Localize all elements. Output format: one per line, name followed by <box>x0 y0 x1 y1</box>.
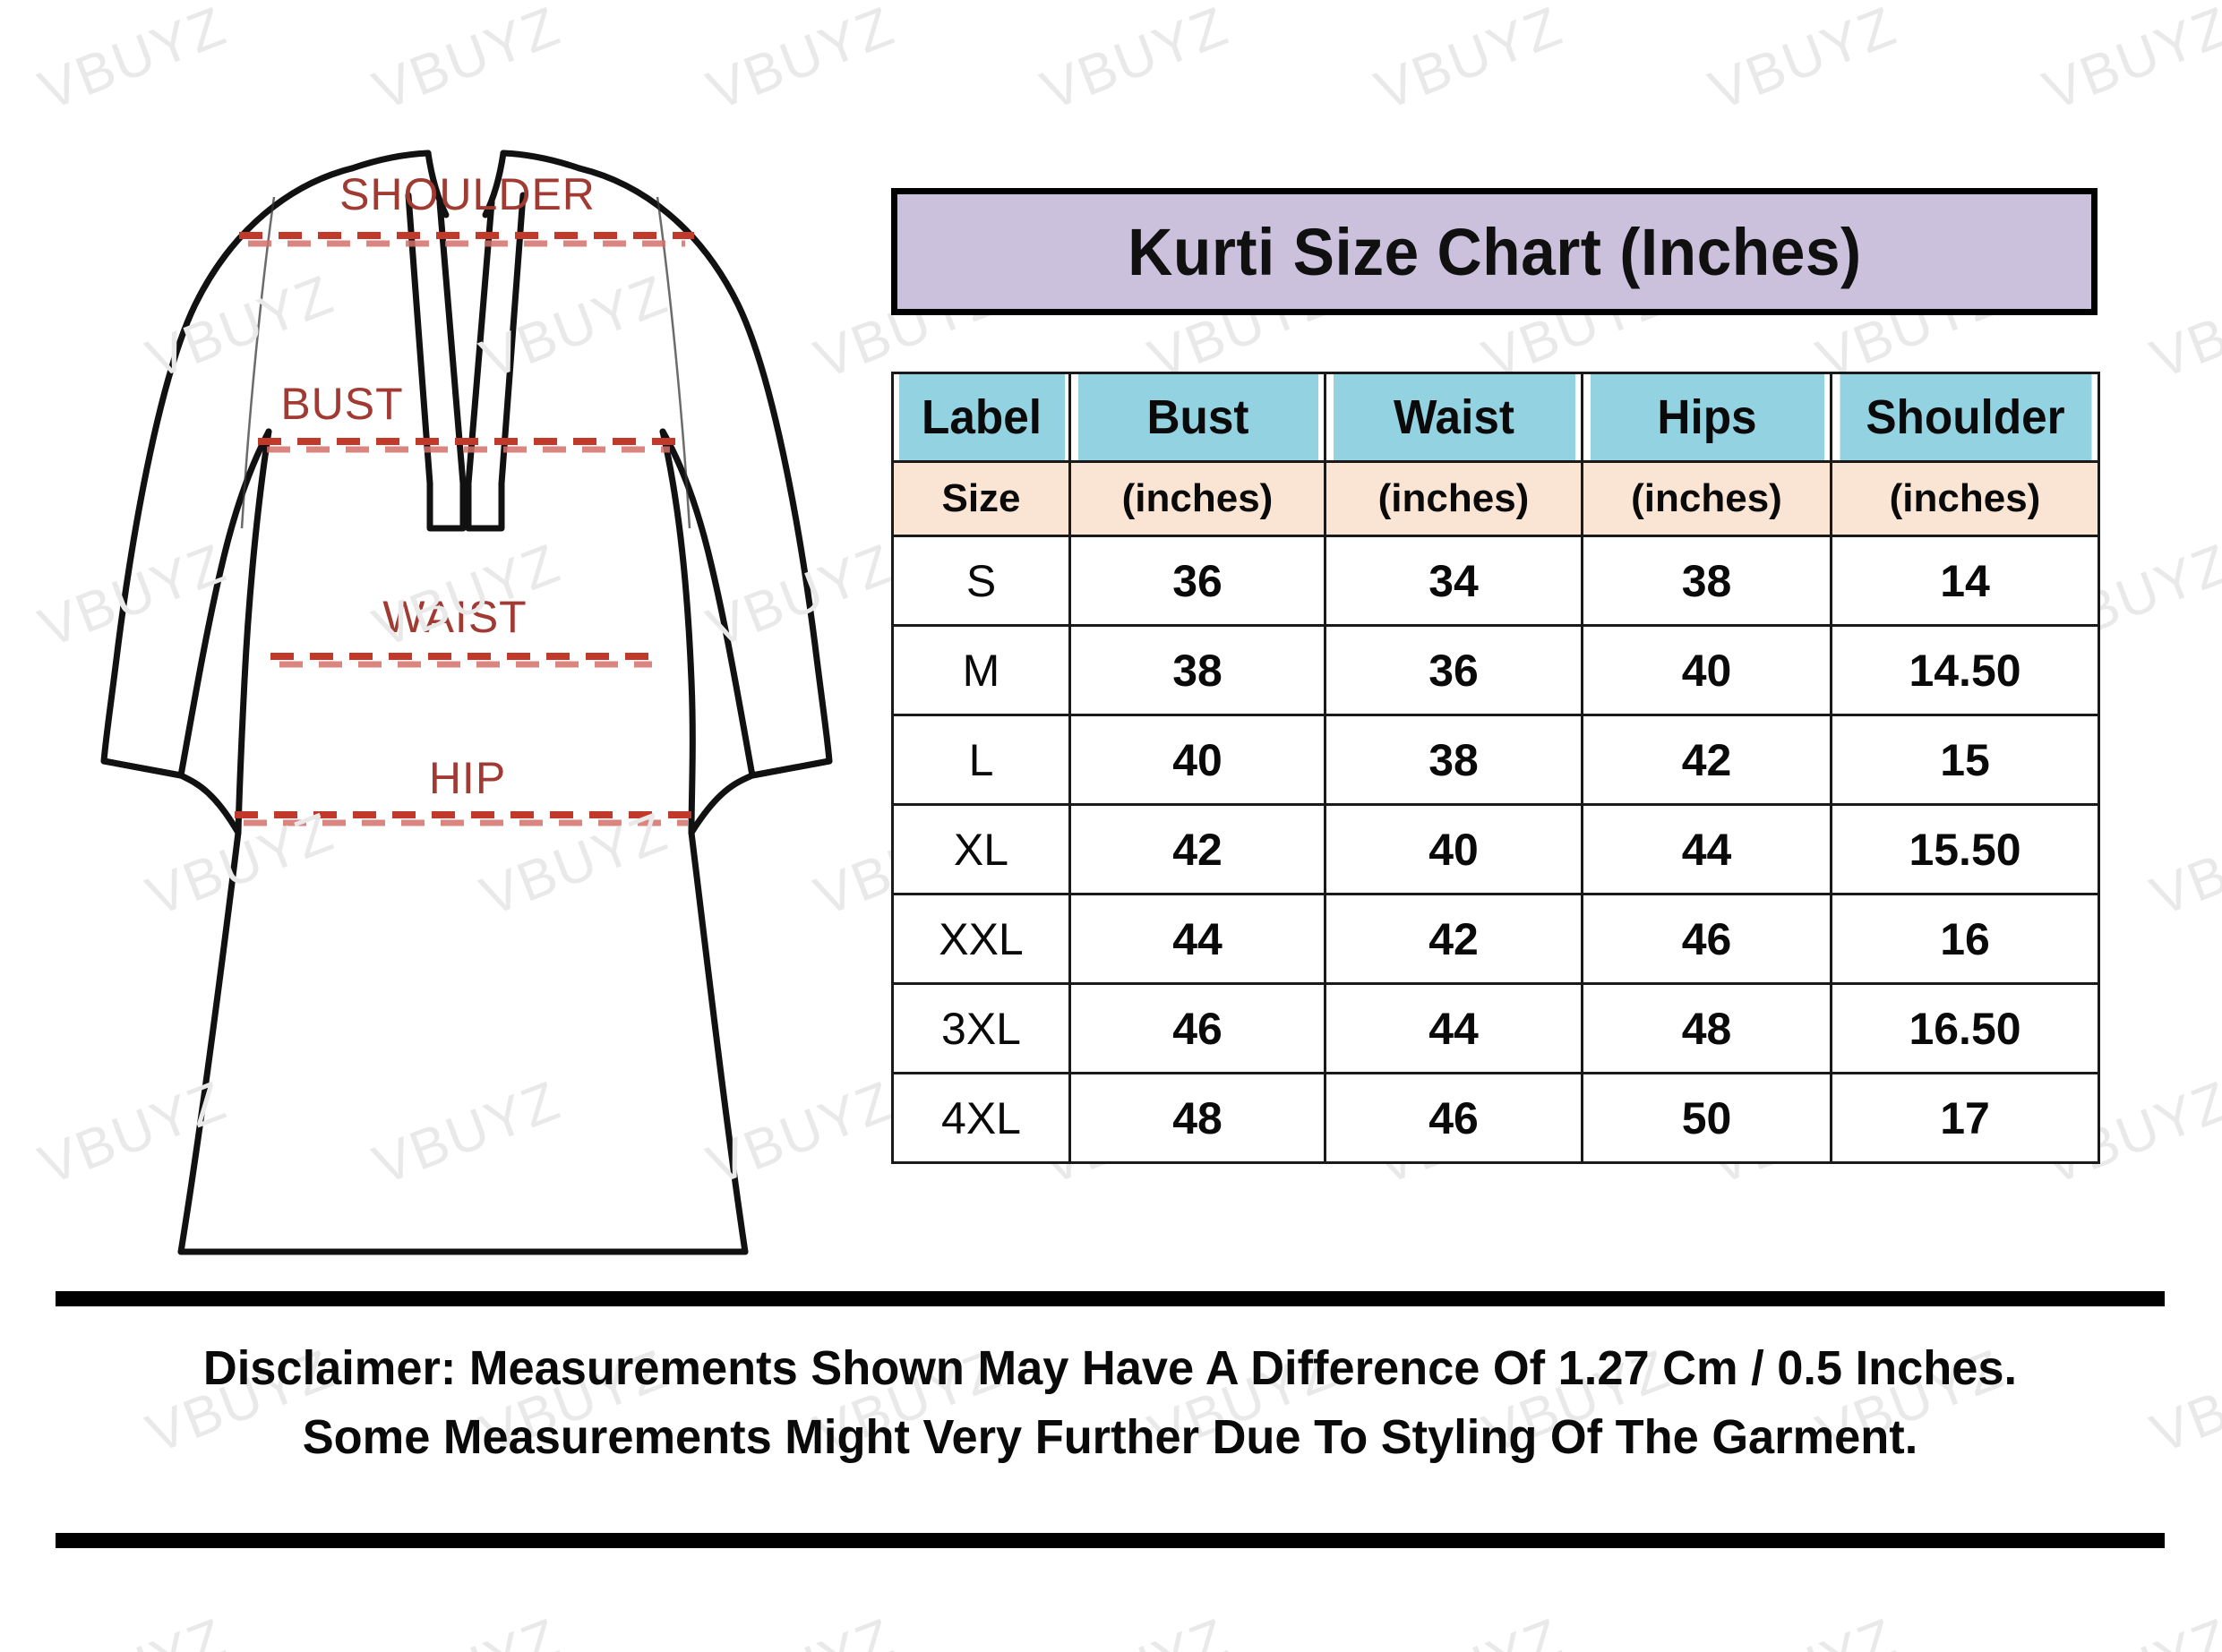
col-header-bust: Bust <box>1075 372 1320 463</box>
table-row: M 38 36 40 14.50 <box>891 624 2100 716</box>
size-chart-table: Label Bust Waist Hips Shoulder Size (inc… <box>891 372 2100 1164</box>
cell-waist: 38 <box>1324 714 1583 806</box>
cell-bust: 44 <box>1068 893 1326 985</box>
watermark-text: VBUYZ <box>2035 1606 2222 1652</box>
col-unit-shoulder: (inches) <box>1830 460 2100 537</box>
cell-size-label: L <box>891 714 1071 806</box>
table-body: S 36 34 38 14 M 38 36 40 14.50 L 40 38 42 15 XL 42 40 44 15… <box>891 535 2100 1164</box>
table-header-row-main: Label Bust Waist Hips Shoulder <box>893 372 2099 463</box>
col-header-label: Label <box>896 372 1067 463</box>
cell-hips: 44 <box>1581 803 1832 895</box>
cell-bust: 42 <box>1068 803 1326 895</box>
col-header-shoulder: Shoulder <box>1836 372 2094 463</box>
watermark-text: VBUYZ <box>699 1606 903 1652</box>
disclaimer-line-1: Disclaimer: Measurements Shown May Have … <box>202 1341 2018 1395</box>
col-header-hips: Hips <box>1587 372 1826 463</box>
watermark-text: VBUYZ <box>0 1338 8 1466</box>
cell-hips: 50 <box>1581 1072 1832 1164</box>
disclaimer-block: Disclaimer: Measurements Shown May Have … <box>56 1334 2165 1471</box>
table-row: S 36 34 38 14 <box>891 535 2100 627</box>
watermark-text: VBUYZ <box>1701 0 1905 123</box>
watermark-text: VBUYZ <box>1701 1606 1905 1652</box>
cell-shoulder: 14.50 <box>1830 624 2100 716</box>
cell-hips: 48 <box>1581 982 1832 1074</box>
page-title: Kurti Size Chart (Inches) <box>1127 214 1862 289</box>
watermark-text: VBUYZ <box>1367 0 1571 123</box>
cell-hips: 42 <box>1581 714 1832 806</box>
cell-waist: 46 <box>1324 1072 1583 1164</box>
bust-label: BUST <box>280 379 403 429</box>
cell-bust: 36 <box>1068 535 1326 627</box>
garment-illustration: SHOULDER BUST WAIST HIP <box>99 143 842 1271</box>
cell-hips: 46 <box>1581 893 1832 985</box>
watermark-text: VBUYZ <box>0 263 8 391</box>
watermark-text: VBUYZ <box>365 1606 569 1652</box>
table-row: XL 42 40 44 15.50 <box>891 803 2100 895</box>
watermark-text: VBUYZ <box>2142 263 2222 391</box>
col-unit-hips: (inches) <box>1581 460 1832 537</box>
table-row: XXL 44 42 46 16 <box>891 893 2100 985</box>
watermark-text: VBUYZ <box>1033 0 1237 123</box>
watermark-text: VBUYZ <box>365 0 569 123</box>
cell-shoulder: 16 <box>1830 893 2100 985</box>
cell-shoulder: 14 <box>1830 535 2100 627</box>
cell-waist: 36 <box>1324 624 1583 716</box>
cell-hips: 40 <box>1581 624 1832 716</box>
divider-line-bottom <box>56 1533 2165 1548</box>
cell-shoulder: 17 <box>1830 1072 2100 1164</box>
watermark-text: VBUYZ <box>699 0 903 123</box>
kurti-drawing-svg: SHOULDER BUST WAIST HIP <box>100 150 833 1255</box>
cell-size-label: XL <box>891 803 1071 895</box>
watermark-text: VBUYZ <box>30 1606 235 1652</box>
col-header-waist: Waist <box>1330 372 1577 463</box>
col-unit-waist: (inches) <box>1324 460 1583 537</box>
table-row: 4XL 48 46 50 17 <box>891 1072 2100 1164</box>
cell-waist: 44 <box>1324 982 1583 1074</box>
cell-size-label: 4XL <box>891 1072 1071 1164</box>
cell-size-label: M <box>891 624 1071 716</box>
cell-hips: 38 <box>1581 535 1832 627</box>
cell-waist: 42 <box>1324 893 1583 985</box>
cell-size-label: 3XL <box>891 982 1071 1074</box>
watermark-text: VBUYZ <box>2035 0 2222 123</box>
divider-line-top <box>56 1291 2165 1306</box>
col-unit-bust: (inches) <box>1068 460 1326 537</box>
col-unit-label: Size <box>891 460 1071 537</box>
hip-label: HIP <box>429 753 506 803</box>
table-row: L 40 38 42 15 <box>891 714 2100 806</box>
watermark-text: VBUYZ <box>1367 1606 1571 1652</box>
cell-bust: 48 <box>1068 1072 1326 1164</box>
table-header-row-units: Size (inches) (inches) (inches) (inches) <box>891 460 2100 537</box>
disclaimer-line-2: Some Measurements Might Very Further Due… <box>302 1409 1918 1464</box>
cell-shoulder: 15 <box>1830 714 2100 806</box>
table-row: 3XL 46 44 48 16.50 <box>891 982 2100 1074</box>
cell-waist: 40 <box>1324 803 1583 895</box>
cell-size-label: S <box>891 535 1071 627</box>
watermark-text: VBUYZ <box>1033 1606 1237 1652</box>
cell-shoulder: 16.50 <box>1830 982 2100 1074</box>
cell-waist: 34 <box>1324 535 1583 627</box>
cell-bust: 40 <box>1068 714 1326 806</box>
cell-size-label: XXL <box>891 893 1071 985</box>
watermark-text: VBUYZ <box>30 0 235 123</box>
cell-shoulder: 15.50 <box>1830 803 2100 895</box>
cell-bust: 46 <box>1068 982 1326 1074</box>
watermark-text: VBUYZ <box>2142 800 2222 929</box>
shoulder-label: SHOULDER <box>339 169 596 219</box>
cell-bust: 38 <box>1068 624 1326 716</box>
waist-label: WAIST <box>382 592 527 642</box>
table-header: Label Bust Waist Hips Shoulder Size (inc… <box>891 372 2100 537</box>
chart-title-banner: Kurti Size Chart (Inches) <box>891 188 2098 315</box>
watermark-text: VBUYZ <box>0 800 8 929</box>
